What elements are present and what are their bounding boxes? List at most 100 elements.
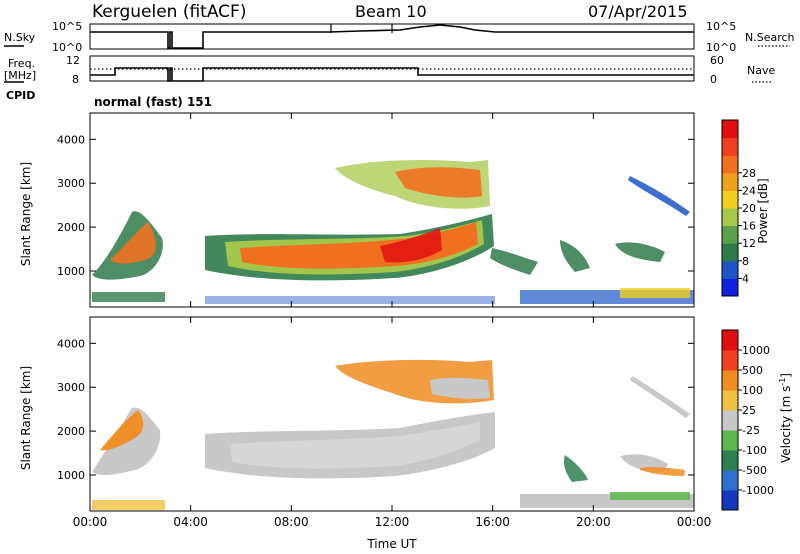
power-x-ticks xyxy=(89,113,695,307)
noise-right-tick-top: 10^5 xyxy=(706,20,736,33)
power-colorbar-label-value: 28 xyxy=(742,167,756,180)
power-main-hot xyxy=(380,228,442,263)
velocity-far-arc xyxy=(630,376,690,418)
velocity-panel-frame xyxy=(89,316,695,512)
power-colorbar: 4 8 12 16 20 24 28 xyxy=(721,119,756,297)
noise-right-tick-bottom: 10^0 xyxy=(706,41,736,54)
power-colorbar-segment xyxy=(722,172,738,191)
power-near-band-left xyxy=(92,292,165,302)
velocity-colorbar-label-main: Velocity [m s xyxy=(779,386,793,463)
power-colorbar-label: Power [dB] xyxy=(756,178,770,243)
velocity-colorbar-segment xyxy=(722,430,738,451)
power-colorbar-segment xyxy=(722,260,738,279)
velocity-xlabel: Time UT xyxy=(366,537,417,551)
velocity-xtick-label: 04:00 xyxy=(173,515,208,529)
power-colorbar-label-value: 16 xyxy=(742,220,756,233)
velocity-near-band-left xyxy=(92,500,165,510)
mode-label: normal (fast) 151 xyxy=(94,95,212,109)
velocity-xtick-label: 00:00 xyxy=(73,515,108,529)
power-field xyxy=(92,160,694,304)
velocity-colorbar-label-value: 500 xyxy=(742,364,763,377)
velocity-colorbar-label-value: 25 xyxy=(742,404,756,417)
beam-label: Beam 10 xyxy=(355,2,427,21)
velocity-colorbar-segment xyxy=(722,410,738,431)
velocity-colorbar-label: Velocity [m s-1] xyxy=(778,373,793,463)
velocity-colorbar-label-value: -100 xyxy=(742,444,767,457)
power-colorbar-segment xyxy=(722,278,738,297)
velocity-colorbar-segment xyxy=(722,390,738,411)
power-colorbar-segment xyxy=(722,225,738,244)
power-colorbar-segment xyxy=(722,190,738,209)
velocity-ytick-label: 3000 xyxy=(57,381,85,394)
cpid-label: CPID xyxy=(6,89,35,102)
noise-left-label: N.Sky xyxy=(4,31,36,44)
velocity-colorbar-label-value: -500 xyxy=(742,464,767,477)
velocity-colorbar-label-value: 100 xyxy=(742,384,763,397)
velocity-y-axis: 1000 2000 3000 4000 xyxy=(57,337,694,482)
power-colorbar-label-value: 20 xyxy=(742,202,756,215)
velocity-colorbar-label-end: ] xyxy=(779,373,793,378)
date-label: 07/Apr/2015 xyxy=(588,2,688,21)
power-upper-core xyxy=(395,167,482,198)
power-colorbar-segment xyxy=(722,208,738,227)
velocity-ylabel: Slant Range [km] xyxy=(19,366,33,470)
nave-right-tick-top: 60 xyxy=(710,54,724,67)
site-title: Kerguelen (fitACF) xyxy=(92,2,246,22)
velocity-xtick-label: 12:00 xyxy=(375,515,410,529)
power-right-patch-3 xyxy=(615,242,665,262)
power-ytick-label: 2000 xyxy=(57,221,85,234)
power-colorbar-label-value: 4 xyxy=(742,272,749,285)
noise-left-tick-bottom: 10^0 xyxy=(52,41,82,54)
velocity-early-orange xyxy=(100,410,144,451)
power-far-arc xyxy=(628,176,690,216)
power-ytick-label: 1000 xyxy=(57,265,85,278)
power-ylabel: Slant Range [km] xyxy=(19,162,33,266)
power-colorbar-segment xyxy=(722,137,738,156)
velocity-colorbar-segment xyxy=(722,370,738,391)
velocity-colorbar-label-value: 1000 xyxy=(742,344,770,357)
freq-label-line2: [MHz] xyxy=(4,69,36,82)
power-right-patch-1 xyxy=(490,248,538,275)
velocity-colorbar-label-sup: -1 xyxy=(778,378,787,386)
noise-right-label: N.Search xyxy=(745,31,795,44)
freq-left-tick-top: 12 xyxy=(66,54,80,67)
velocity-colorbar-frame xyxy=(721,329,739,511)
velocity-colorbar-segment xyxy=(722,350,738,371)
velocity-xtick-label: 08:00 xyxy=(274,515,309,529)
velocity-xtick-label: 00:00 xyxy=(677,515,712,529)
power-band-early-core xyxy=(110,222,156,264)
freq-line xyxy=(90,67,694,82)
power-panel: 1000 2000 3000 4000 Slant Range [km] 4 8 12 16… xyxy=(19,112,770,308)
velocity-colorbar: 1000 500 100 25 -25 -100 -500 -1000 xyxy=(721,329,774,511)
velocity-colorbar-segment xyxy=(722,490,738,511)
velocity-xtick-label: 16:00 xyxy=(475,515,510,529)
power-right-patch-2 xyxy=(560,240,590,272)
velocity-ytick-label: 1000 xyxy=(57,469,85,482)
nave-right-tick-bottom: 0 xyxy=(710,73,717,86)
power-colorbar-label-value: 12 xyxy=(742,237,756,250)
power-colorbar-segment xyxy=(722,120,738,139)
velocity-ytick-label: 2000 xyxy=(57,425,85,438)
velocity-x-axis: 00:00 04:00 08:00 12:00 16:00 20:00 00:00 xyxy=(73,317,712,529)
noise-sky-line xyxy=(90,24,694,49)
freq-label-line1: Freq. xyxy=(8,57,35,70)
power-colorbar-segment xyxy=(722,243,738,262)
freq-left-tick-bottom: 8 xyxy=(72,73,79,86)
power-y-axis: 1000 2000 3000 4000 xyxy=(57,133,694,278)
velocity-colorbar-segment xyxy=(722,330,738,351)
power-ytick-label: 3000 xyxy=(57,177,85,190)
velocity-field xyxy=(92,359,694,510)
velocity-main-light xyxy=(230,422,480,469)
noise-panel: N.Sky 10^5 10^0 10^5 10^0 N.Search xyxy=(4,20,795,54)
velocity-colorbar-segment xyxy=(722,470,738,491)
nave-right-label: Nave xyxy=(747,64,775,77)
power-colorbar-segment xyxy=(722,155,738,174)
frequency-panel: Freq. [MHz] 12 8 60 0 Nave CPID normal (… xyxy=(4,54,775,109)
velocity-upper-grey xyxy=(430,377,490,399)
power-colorbar-label-value: 24 xyxy=(742,184,756,197)
power-near-band-mid xyxy=(205,296,495,304)
velocity-right-patch-1 xyxy=(563,455,588,482)
velocity-right-patch-3 xyxy=(640,467,685,476)
noise-left-tick-top: 10^5 xyxy=(52,20,82,33)
